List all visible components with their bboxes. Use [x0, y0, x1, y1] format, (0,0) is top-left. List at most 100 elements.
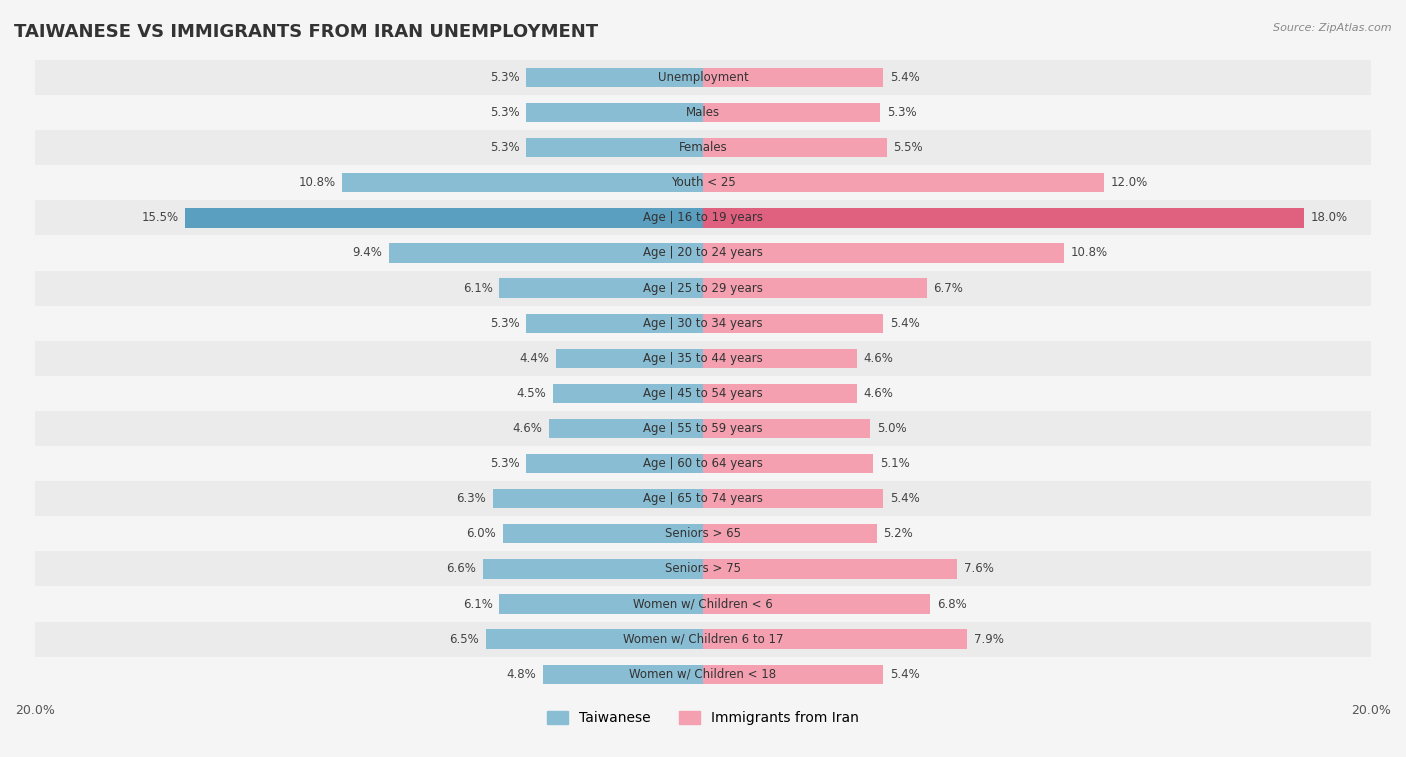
Bar: [526, 313, 703, 333]
Text: 5.3%: 5.3%: [489, 316, 519, 330]
Text: Age | 25 to 29 years: Age | 25 to 29 years: [643, 282, 763, 294]
Bar: [543, 665, 703, 684]
Bar: [553, 384, 703, 403]
Bar: [703, 454, 873, 473]
Text: Women w/ Children 6 to 17: Women w/ Children 6 to 17: [623, 633, 783, 646]
Text: Females: Females: [679, 141, 727, 154]
Bar: [35, 587, 1371, 621]
Text: Youth < 25: Youth < 25: [671, 176, 735, 189]
Text: 6.5%: 6.5%: [450, 633, 479, 646]
Text: 5.1%: 5.1%: [880, 457, 910, 470]
Text: Age | 35 to 44 years: Age | 35 to 44 years: [643, 352, 763, 365]
Text: Source: ZipAtlas.com: Source: ZipAtlas.com: [1274, 23, 1392, 33]
Text: 4.6%: 4.6%: [863, 352, 893, 365]
Bar: [35, 60, 1371, 95]
Bar: [35, 411, 1371, 446]
Bar: [703, 524, 877, 544]
Text: 6.3%: 6.3%: [456, 492, 486, 505]
Text: 5.4%: 5.4%: [890, 492, 920, 505]
Text: 4.8%: 4.8%: [506, 668, 536, 681]
Text: Women w/ Children < 6: Women w/ Children < 6: [633, 597, 773, 611]
Bar: [703, 243, 1064, 263]
Bar: [703, 173, 1104, 192]
Text: 9.4%: 9.4%: [353, 247, 382, 260]
Text: Age | 16 to 19 years: Age | 16 to 19 years: [643, 211, 763, 224]
Bar: [703, 630, 967, 649]
Bar: [186, 208, 703, 228]
Text: 6.1%: 6.1%: [463, 597, 492, 611]
Text: 6.0%: 6.0%: [467, 528, 496, 540]
Bar: [555, 349, 703, 368]
Bar: [703, 349, 856, 368]
Text: 5.4%: 5.4%: [890, 668, 920, 681]
Text: 10.8%: 10.8%: [298, 176, 336, 189]
Text: 5.4%: 5.4%: [890, 71, 920, 84]
Bar: [526, 454, 703, 473]
Bar: [703, 103, 880, 122]
Bar: [35, 375, 1371, 411]
Text: 18.0%: 18.0%: [1310, 211, 1348, 224]
Bar: [703, 208, 1305, 228]
Text: 4.5%: 4.5%: [516, 387, 546, 400]
Bar: [35, 341, 1371, 375]
Bar: [342, 173, 703, 192]
Bar: [35, 165, 1371, 201]
Text: Seniors > 65: Seniors > 65: [665, 528, 741, 540]
Text: 12.0%: 12.0%: [1111, 176, 1147, 189]
Bar: [703, 138, 887, 157]
Text: 6.6%: 6.6%: [446, 562, 475, 575]
Text: 5.3%: 5.3%: [489, 457, 519, 470]
Bar: [499, 594, 703, 614]
Bar: [35, 621, 1371, 657]
Bar: [492, 489, 703, 509]
Bar: [703, 559, 957, 578]
Bar: [482, 559, 703, 578]
Bar: [550, 419, 703, 438]
Bar: [486, 630, 703, 649]
Bar: [35, 306, 1371, 341]
Text: Age | 20 to 24 years: Age | 20 to 24 years: [643, 247, 763, 260]
Bar: [35, 657, 1371, 692]
Text: 5.5%: 5.5%: [893, 141, 922, 154]
Bar: [35, 481, 1371, 516]
Text: 7.9%: 7.9%: [973, 633, 1004, 646]
Text: Age | 65 to 74 years: Age | 65 to 74 years: [643, 492, 763, 505]
Bar: [35, 130, 1371, 165]
Text: Age | 45 to 54 years: Age | 45 to 54 years: [643, 387, 763, 400]
Bar: [35, 201, 1371, 235]
Text: 6.8%: 6.8%: [936, 597, 966, 611]
Bar: [35, 516, 1371, 551]
Bar: [526, 138, 703, 157]
Legend: Taiwanese, Immigrants from Iran: Taiwanese, Immigrants from Iran: [541, 706, 865, 731]
Text: 5.3%: 5.3%: [489, 106, 519, 119]
Text: 10.8%: 10.8%: [1070, 247, 1108, 260]
Text: 5.4%: 5.4%: [890, 316, 920, 330]
Bar: [703, 594, 931, 614]
Text: Males: Males: [686, 106, 720, 119]
Text: Seniors > 75: Seniors > 75: [665, 562, 741, 575]
Bar: [703, 279, 927, 298]
Bar: [35, 551, 1371, 587]
Bar: [703, 384, 856, 403]
Text: 5.2%: 5.2%: [883, 528, 912, 540]
Bar: [703, 68, 883, 87]
Text: 4.4%: 4.4%: [519, 352, 550, 365]
Text: Age | 55 to 59 years: Age | 55 to 59 years: [643, 422, 763, 435]
Bar: [35, 95, 1371, 130]
Text: 5.3%: 5.3%: [887, 106, 917, 119]
Text: 4.6%: 4.6%: [513, 422, 543, 435]
Text: 5.3%: 5.3%: [489, 141, 519, 154]
Bar: [35, 235, 1371, 270]
Bar: [502, 524, 703, 544]
Bar: [703, 665, 883, 684]
Bar: [703, 313, 883, 333]
Text: Age | 30 to 34 years: Age | 30 to 34 years: [643, 316, 763, 330]
Bar: [389, 243, 703, 263]
Bar: [526, 68, 703, 87]
Text: 6.1%: 6.1%: [463, 282, 492, 294]
Text: TAIWANESE VS IMMIGRANTS FROM IRAN UNEMPLOYMENT: TAIWANESE VS IMMIGRANTS FROM IRAN UNEMPL…: [14, 23, 598, 41]
Bar: [35, 446, 1371, 481]
Text: Women w/ Children < 18: Women w/ Children < 18: [630, 668, 776, 681]
Text: 7.6%: 7.6%: [963, 562, 994, 575]
Text: 4.6%: 4.6%: [863, 387, 893, 400]
